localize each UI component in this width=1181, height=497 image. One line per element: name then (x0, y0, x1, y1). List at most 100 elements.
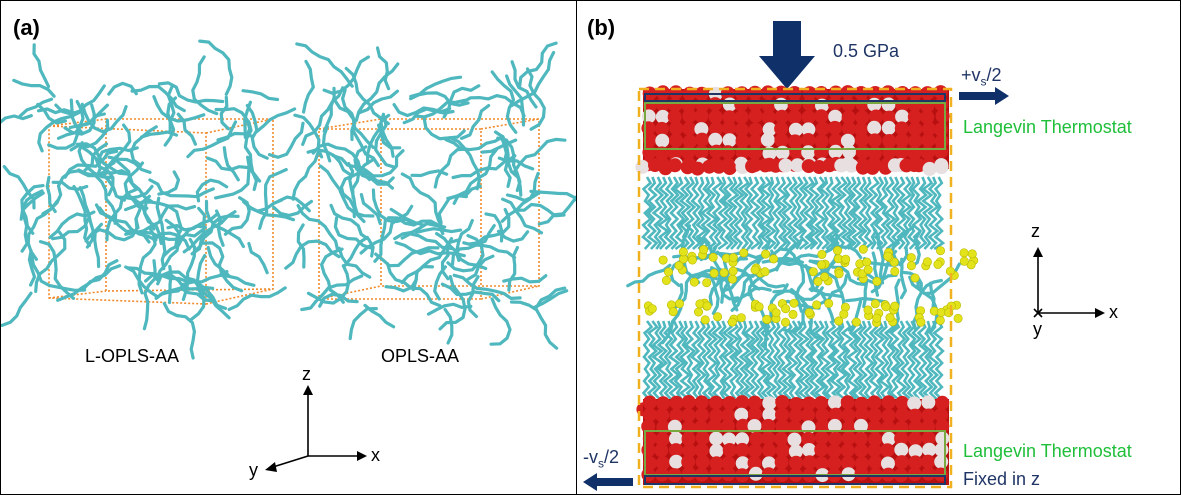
wall-atom (908, 444, 923, 459)
wall-atom (828, 109, 843, 124)
fixed-in-z-label: Fixed in z (963, 469, 1041, 489)
wall-atom (827, 395, 842, 410)
lubricant-chain (910, 176, 923, 250)
surface-atom (768, 158, 783, 173)
molecule-chain (348, 307, 378, 341)
lubricant-chain (878, 176, 891, 250)
wall-atom (667, 109, 682, 124)
molecule-chain (80, 102, 128, 134)
molecule-chain (444, 135, 505, 152)
wall-atom (682, 109, 697, 123)
surface-atom (834, 158, 849, 173)
wall-atom (815, 418, 830, 433)
lubricant-chain (845, 176, 858, 250)
wall-atom (841, 456, 855, 470)
head-group (736, 313, 746, 323)
lubricant-chain (641, 176, 654, 250)
molecule-chain (155, 218, 181, 282)
lubricant-chain (786, 176, 799, 250)
opls-aa-chains (267, 41, 579, 350)
head-group (824, 298, 834, 308)
head-group (839, 309, 849, 319)
panel-a: (a) L-OP (0, 0, 579, 495)
top-thermostat-layer (644, 102, 946, 150)
axis-x-label-b: x (1109, 302, 1118, 322)
head-group (728, 253, 738, 263)
wall-atom (895, 407, 910, 422)
molecule-chain (446, 184, 482, 200)
wall-atom (895, 395, 910, 410)
wall-atom (855, 407, 869, 421)
wall-atom (642, 132, 657, 147)
wall-atom (840, 133, 855, 148)
molecule-chain (1, 114, 33, 124)
wall-atom (801, 122, 816, 137)
molecule-chain (374, 115, 397, 169)
lubricant-chain (755, 320, 767, 400)
surface-atom (778, 158, 793, 173)
head-group (870, 299, 880, 309)
head-group (935, 315, 945, 325)
molecule-chain (242, 200, 295, 222)
molecule-chain (41, 169, 89, 216)
head-group (936, 307, 946, 317)
axis-y-label-b: y (1033, 319, 1042, 339)
wall-atom (694, 407, 709, 422)
molecule-chain (375, 46, 391, 91)
head-group (935, 246, 945, 256)
lubricant-chain (906, 320, 917, 400)
molecule-chain (442, 84, 481, 119)
wall-atom (669, 443, 683, 458)
lubricant-chain (726, 320, 740, 400)
lubricant-chain (900, 320, 913, 400)
molecule-chain (301, 86, 345, 146)
bottom-velocity-arrow (583, 473, 633, 491)
lubricant-chain (921, 176, 934, 250)
molecule-chain (267, 121, 305, 159)
top-thermostat-label: Langevin Thermostat (963, 117, 1132, 137)
head-group (689, 277, 699, 287)
lubricant-chain (716, 176, 729, 251)
wall-atom (734, 407, 749, 422)
head-group (754, 302, 764, 312)
lubricant-chain (780, 320, 794, 400)
molecule-chain (296, 223, 306, 269)
lubricant-chain (656, 176, 670, 250)
panel-a-label: (a) (13, 15, 40, 40)
top-velocity-arrow (959, 87, 1009, 105)
molecule-chain (302, 59, 315, 114)
pressure-label: 0.5 GPa (833, 41, 900, 61)
lubricant-chain (807, 176, 821, 250)
molecule-chain (440, 282, 501, 303)
molecule-chain (319, 164, 356, 219)
lubricant-chain (759, 320, 773, 400)
wall-atom (694, 109, 709, 123)
head-group (863, 265, 873, 275)
molecule-chain (525, 67, 546, 131)
wall-atom (734, 122, 749, 137)
molecule-chain (451, 166, 498, 180)
head-group (812, 300, 822, 310)
wall-atom (656, 396, 671, 411)
surface-atom (801, 159, 816, 174)
lubricant-chain (932, 320, 945, 400)
lubricant-chain (651, 176, 665, 250)
molecule-chain (300, 274, 364, 312)
molecule-chain (254, 107, 297, 134)
molecule-chain (732, 272, 760, 304)
molecule-chain (12, 78, 56, 98)
wall-atom (774, 121, 789, 136)
lubricant-chain (721, 320, 735, 401)
molecule-chain (339, 170, 395, 198)
lubricant-chain (738, 320, 751, 400)
wall-atom (921, 408, 936, 423)
molecule-chain (452, 273, 522, 300)
molecule-chain (189, 254, 207, 322)
wall-atom (669, 431, 683, 446)
wall-atom (881, 120, 896, 135)
wall-atom (894, 442, 909, 457)
wall-atom (654, 121, 669, 136)
lubricant-chain (683, 176, 697, 250)
wall-atom (921, 466, 936, 481)
molecule-chain (462, 241, 517, 260)
